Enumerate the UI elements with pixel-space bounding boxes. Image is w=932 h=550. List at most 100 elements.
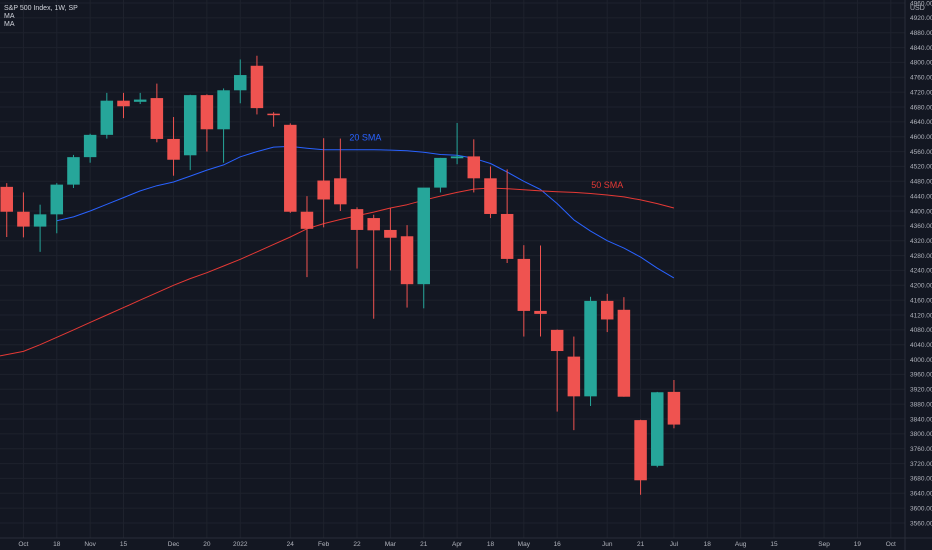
price-tick-label: 3880.00 — [910, 401, 932, 408]
price-tick-label: 4760.00 — [910, 75, 932, 82]
candle-body — [550, 329, 564, 352]
time-tick-label: May — [518, 541, 531, 548]
candle-up — [217, 88, 230, 163]
price-tick-label: 3800.00 — [910, 431, 932, 438]
price-tick-label: 4160.00 — [910, 297, 932, 304]
sma20-line — [56, 145, 675, 279]
candle-down — [267, 112, 280, 127]
price-tick-label: 3680.00 — [910, 476, 932, 483]
time-tick-label: Oct — [18, 541, 28, 548]
candle-body — [467, 156, 481, 179]
candle-down — [467, 139, 481, 193]
candle-body — [183, 95, 197, 156]
candle-up — [133, 92, 147, 105]
time-tick-label: Sep — [818, 541, 830, 548]
candle-body — [300, 211, 314, 229]
candle-body — [100, 100, 114, 135]
time-tick-label: Jun — [602, 541, 613, 548]
sma50-line — [0, 187, 675, 357]
price-tick-label: 4040.00 — [910, 342, 932, 349]
price-tick-label: 4800.00 — [910, 60, 932, 67]
time-tick-label: Apr — [452, 541, 463, 548]
time-tick-label: 22 — [353, 541, 361, 548]
candle-up — [450, 122, 464, 165]
price-tick-label: 4520.00 — [910, 164, 932, 171]
candle-body — [384, 229, 397, 238]
candle-up — [33, 204, 47, 252]
candle-down — [317, 138, 330, 228]
time-tick-label: 24 — [287, 541, 295, 548]
candle-body — [517, 258, 531, 311]
price-tick-label: 4600.00 — [910, 134, 932, 141]
price-tick-label: 4720.00 — [910, 89, 932, 96]
candle-body — [667, 391, 681, 425]
candle-up — [417, 187, 430, 309]
candle-body — [617, 309, 631, 397]
time-axis[interactable]: Oct 18 Nov 15 Dec 20 2022 24 Feb 22 Mar 21 Apr 18 May 1… — [18, 541, 896, 548]
time-tick-label: 18 — [487, 541, 495, 548]
price-tick-label: 4560.00 — [910, 149, 932, 156]
time-tick-label: 2022 — [233, 541, 248, 548]
candle-body — [500, 213, 514, 259]
price-tick-label: 3840.00 — [910, 416, 932, 423]
candle-down — [517, 245, 531, 337]
candle-body — [117, 100, 130, 107]
candle-down — [17, 192, 30, 238]
price-tick-label: 4400.00 — [910, 208, 932, 215]
price-tick-label: 3960.00 — [910, 372, 932, 379]
candle-body — [584, 300, 597, 397]
price-tick-label: 4880.00 — [910, 30, 932, 37]
sma20-label: 20 SMA — [349, 133, 381, 143]
candle-up — [234, 59, 247, 104]
chart-title[interactable]: S&P 500 Index, 1W, SP — [4, 5, 78, 12]
time-tick-label: 19 — [854, 541, 862, 548]
candle-body — [217, 90, 230, 130]
time-tick-label: Aug — [735, 541, 747, 548]
price-tick-label: 4680.00 — [910, 104, 932, 111]
candle-body — [367, 218, 380, 231]
candle-down — [400, 225, 414, 308]
candle-down — [484, 166, 497, 219]
candle-down — [0, 183, 13, 237]
price-axis[interactable]: 3560.00 3600.00 3640.00 3680.00 3720.00 3760.… — [910, 0, 932, 527]
candle-body — [567, 356, 581, 397]
candle-body — [651, 392, 664, 466]
candle-down — [534, 245, 547, 337]
price-tick-label: 3640.00 — [910, 491, 932, 498]
candle-down — [350, 207, 364, 269]
candle-body — [484, 178, 497, 214]
annotation-layer: 20 SMA 50 SMA — [349, 133, 623, 190]
candle-body — [534, 310, 547, 314]
candle-down — [600, 293, 614, 333]
price-tick-label: 4120.00 — [910, 312, 932, 319]
candle-down — [150, 83, 164, 143]
ma-layer — [0, 145, 675, 357]
candle-body — [67, 157, 80, 185]
price-tick-label: 4840.00 — [910, 45, 932, 52]
candle-down — [667, 380, 681, 429]
time-tick-label: Oct — [886, 541, 896, 548]
indicator-ma-2[interactable]: MA — [4, 21, 15, 28]
price-tick-label: 4360.00 — [910, 223, 932, 230]
candle-up — [434, 157, 447, 193]
candle-body — [400, 236, 414, 285]
candle-body — [417, 187, 430, 285]
price-tick-label: 4480.00 — [910, 179, 932, 186]
indicator-ma-1[interactable]: MA — [4, 13, 15, 20]
time-tick-label: 21 — [637, 541, 645, 548]
candle-body — [133, 99, 147, 102]
candle-down — [567, 336, 581, 431]
candle-down — [167, 117, 180, 176]
candle-body — [167, 138, 180, 160]
candle-body — [200, 95, 214, 130]
candle-body — [434, 157, 447, 188]
candle-down — [117, 92, 130, 119]
candle-body — [634, 420, 647, 481]
candle-up — [67, 154, 80, 188]
candle-body — [83, 134, 97, 158]
time-tick-label: Nov — [84, 541, 96, 548]
price-tick-label: 4200.00 — [910, 283, 932, 290]
